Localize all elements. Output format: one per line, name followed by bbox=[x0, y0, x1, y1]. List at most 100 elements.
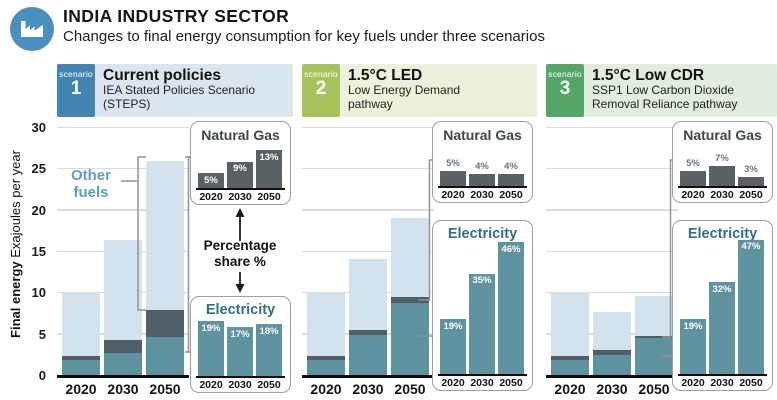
x-tick-label: 2050 bbox=[149, 381, 181, 397]
inset-title: Natural Gas bbox=[683, 127, 762, 143]
inset-bar bbox=[198, 173, 224, 188]
x-tick-label: 2050 bbox=[257, 378, 281, 391]
inset-natural-gas-2: Natural Gas 5% 2020 4% 2030 4% 2050 bbox=[432, 121, 533, 203]
x-tick-label: 2020 bbox=[681, 188, 705, 201]
bar-segment-natural-gas bbox=[62, 356, 100, 361]
scenario-subtitle: SSP1 Low Carbon Dioxide Removal Reliance… bbox=[592, 83, 738, 111]
scenario-header-3: scenario 3 1.5°C Low CDR SSP1 Low Carbon… bbox=[546, 64, 777, 117]
factory-icon bbox=[10, 7, 54, 51]
bar-value-label: 47% bbox=[741, 241, 761, 253]
x-axis-line bbox=[57, 374, 189, 378]
x-axis-line bbox=[302, 374, 434, 378]
x-tick-label: 2030 bbox=[596, 381, 628, 397]
x-tick-label: 2020 bbox=[199, 378, 223, 391]
bar-segment-other-fuels bbox=[593, 311, 631, 351]
x-tick-label: 2050 bbox=[257, 190, 281, 203]
bar-value-label: 9% bbox=[233, 163, 247, 175]
inset-bar bbox=[738, 176, 764, 186]
gridline bbox=[57, 167, 189, 170]
inset-title: Natural Gas bbox=[201, 127, 280, 143]
inset-bar bbox=[738, 239, 764, 374]
gridline bbox=[546, 167, 678, 170]
scenario-title: 1.5°C LED bbox=[348, 67, 423, 84]
inset-bar bbox=[227, 327, 253, 376]
gridline bbox=[302, 167, 434, 170]
bar-segment-other-fuels bbox=[551, 292, 589, 357]
inset-bar bbox=[680, 171, 706, 186]
inset-axis-line bbox=[438, 373, 527, 376]
bar-value-label: 17% bbox=[230, 328, 250, 340]
y-tick-25: 25 bbox=[31, 161, 46, 176]
scenario-subtitle: IEA Stated Policies Scenario (STEPS) bbox=[103, 83, 256, 111]
bar-segment-electricity bbox=[551, 360, 589, 376]
x-tick-label: 2020 bbox=[199, 190, 223, 203]
y-tick-5: 5 bbox=[38, 327, 46, 342]
inset-bar bbox=[256, 324, 282, 376]
bar-segment-natural-gas bbox=[349, 329, 387, 335]
inset-electricity-2: Electricity 19% 2020 35% 2030 46% 2050 bbox=[432, 220, 533, 391]
gridline bbox=[546, 291, 678, 294]
gridline bbox=[546, 126, 678, 128]
inset-bar bbox=[498, 174, 524, 186]
inset-bar bbox=[198, 321, 224, 376]
gridline bbox=[57, 209, 189, 211]
inset-bar bbox=[680, 319, 706, 374]
x-tick-label: 2020 bbox=[554, 381, 586, 397]
bar-segment-natural-gas bbox=[104, 340, 142, 353]
scenario-word: scenario bbox=[304, 69, 338, 79]
gridline bbox=[546, 209, 678, 211]
bar-segment-other-fuels bbox=[146, 161, 184, 310]
x-tick-label: 2030 bbox=[710, 188, 734, 201]
x-tick-label: 2020 bbox=[310, 381, 342, 397]
x-tick-label: 2050 bbox=[739, 376, 763, 389]
bar-segment-electricity bbox=[307, 360, 345, 376]
inset-title: Electricity bbox=[687, 226, 758, 242]
scenario-number-badge: scenario 3 bbox=[546, 64, 584, 117]
bar-segment-electricity bbox=[62, 360, 100, 376]
percentage-share-label: Percentage share % bbox=[203, 238, 277, 269]
gridline bbox=[302, 209, 434, 211]
bar-value-label: 5% bbox=[204, 174, 218, 186]
bar-value-label: 35% bbox=[472, 275, 492, 287]
bar-value-label: 13% bbox=[259, 151, 279, 163]
inset-bar bbox=[440, 319, 466, 374]
scenario-number-badge: scenario 2 bbox=[302, 64, 340, 117]
bar-value-label: 4% bbox=[475, 161, 489, 173]
inset-bar bbox=[227, 161, 253, 188]
inset-electricity-3: Electricity 19% 2020 32% 2030 47% 2050 bbox=[672, 220, 773, 391]
scenario-title: 1.5°C Low CDR bbox=[592, 67, 705, 84]
scenario-word: scenario bbox=[548, 69, 582, 79]
inset-bar bbox=[469, 174, 495, 186]
scenario-subtitle: Low Energy Demand pathway bbox=[348, 83, 461, 111]
bar-segment-other-fuels bbox=[391, 218, 429, 297]
x-tick-label: 2050 bbox=[394, 381, 426, 397]
x-tick-label: 2020 bbox=[441, 376, 465, 389]
scenario-word: scenario bbox=[59, 69, 93, 79]
bar-segment-other-fuels bbox=[307, 292, 345, 357]
inset-natural-gas-3: Natural Gas 5% 2020 7% 2030 3% 2050 bbox=[672, 121, 773, 203]
inset-bar bbox=[709, 282, 735, 374]
bar-segment-electricity bbox=[593, 355, 631, 376]
inset-axis-line bbox=[678, 373, 767, 376]
gridline bbox=[302, 250, 434, 252]
x-tick-label: 2030 bbox=[470, 188, 494, 201]
inset-electricity-1: Electricity 19% 2020 17% 2030 18% 2050 bbox=[190, 296, 291, 393]
bar-value-label: 3% bbox=[744, 163, 758, 175]
inset-axis-line bbox=[196, 375, 285, 378]
bar-segment-electricity bbox=[391, 303, 429, 376]
bar-value-label: 5% bbox=[686, 158, 700, 170]
inset-axis-line bbox=[196, 187, 285, 190]
main-chart-low-cdr: 2020 2030 2050 bbox=[546, 126, 678, 397]
main-chart-current-policies: 2020 2030 2050 bbox=[57, 126, 189, 397]
bar-segment-natural-gas bbox=[593, 350, 631, 356]
inset-natural-gas-1: Natural Gas 5% 2020 9% 2030 13% 2050 bbox=[190, 121, 291, 205]
inset-bar bbox=[709, 165, 735, 186]
inset-title: Electricity bbox=[447, 226, 518, 242]
inset-bar bbox=[256, 150, 282, 188]
gridline bbox=[546, 250, 678, 252]
scenario-number-badge: scenario 1 bbox=[57, 64, 95, 117]
x-tick-label: 2050 bbox=[499, 376, 523, 389]
bar-segment-other-fuels bbox=[62, 292, 100, 357]
bar-value-label: 46% bbox=[501, 243, 521, 255]
